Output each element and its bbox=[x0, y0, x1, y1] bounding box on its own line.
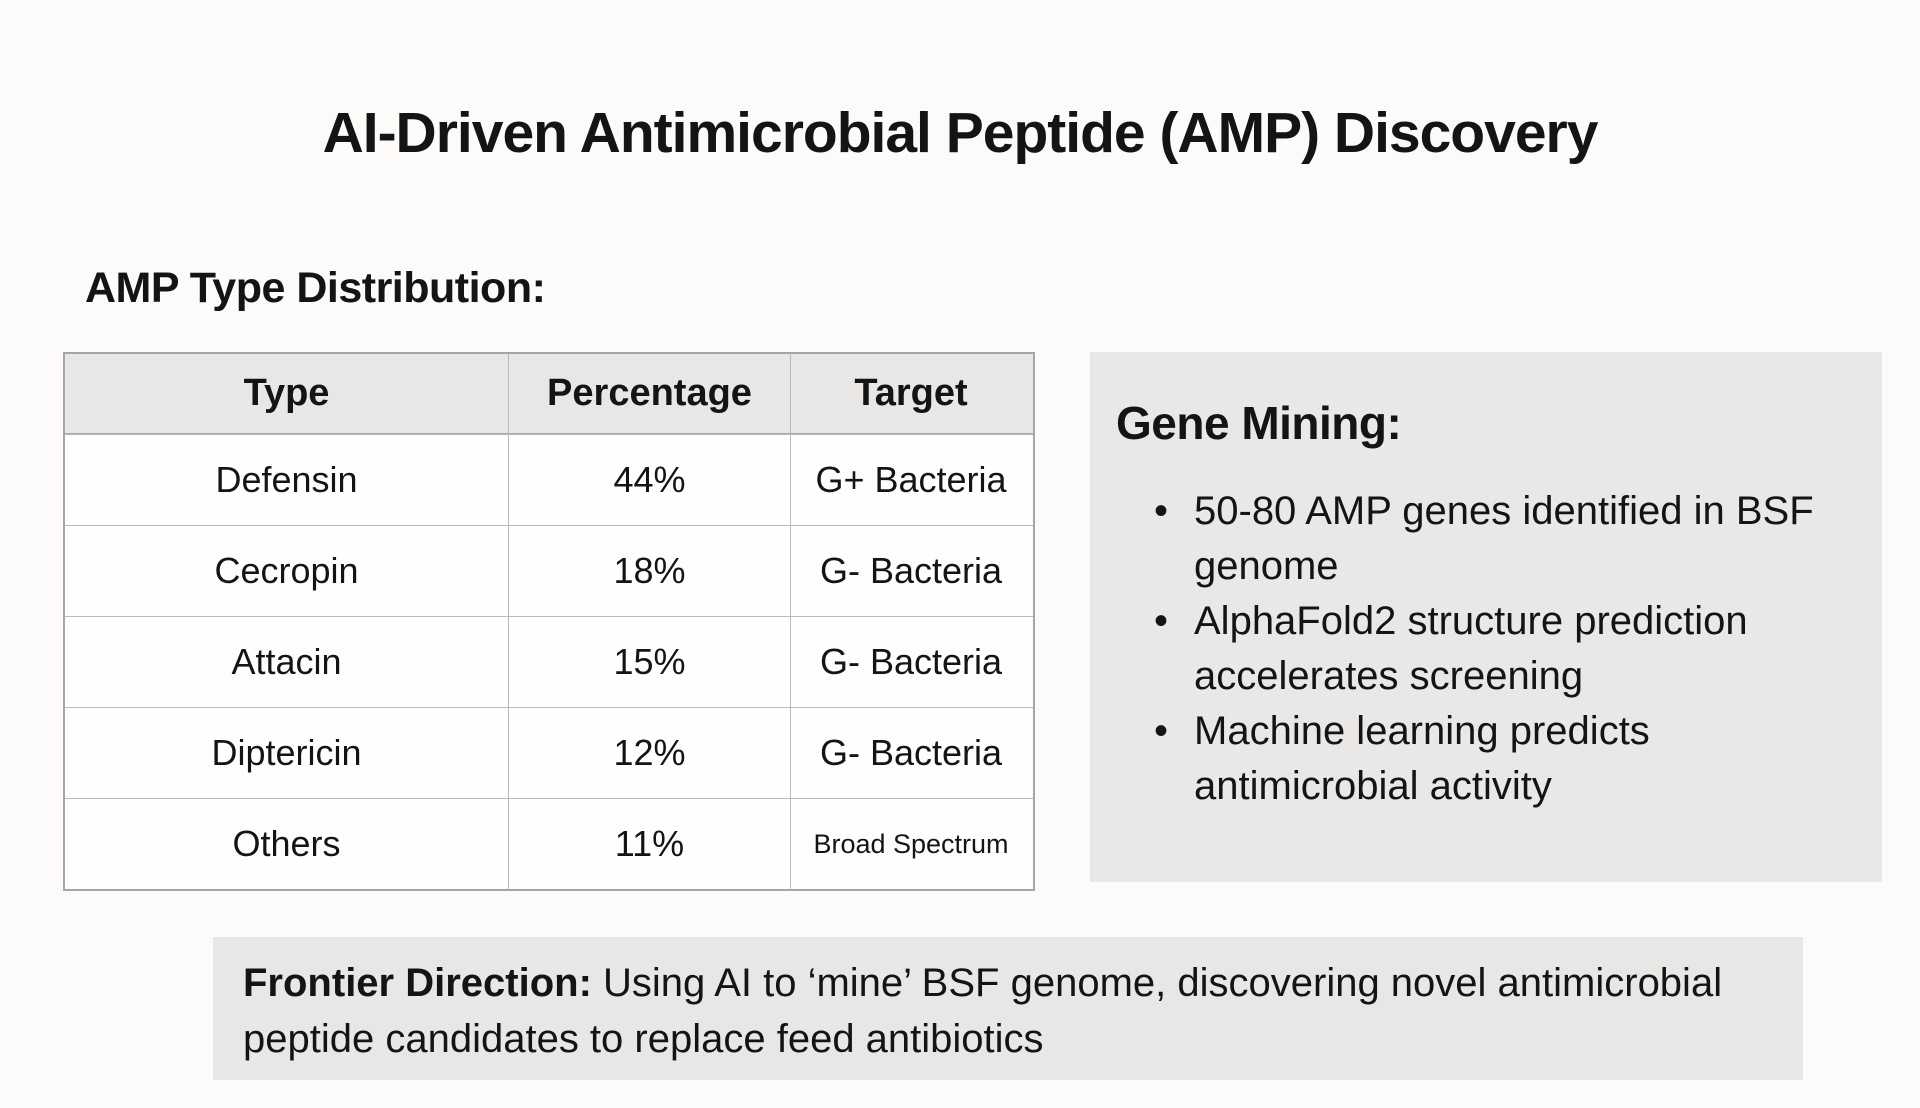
page-title: AI-Driven Antimicrobial Peptide (AMP) Di… bbox=[322, 101, 1599, 166]
frontier-direction-text: Using AI to ‘mine’ BSF genome, discoveri… bbox=[243, 961, 1723, 1061]
bullet-text: 50-80 AMP genes identified in BSF genome bbox=[1194, 489, 1814, 588]
cell-percentage: 15% bbox=[508, 617, 790, 707]
gene-mining-heading: Gene Mining: bbox=[1116, 397, 1402, 449]
bullet-icon bbox=[1154, 594, 1194, 649]
frontier-direction-label: Frontier Direction: bbox=[243, 961, 592, 1005]
list-item: Machine learning predicts antimicrobial … bbox=[1154, 704, 1856, 814]
section-heading-amp-type-distribution: AMP Type Distribution: bbox=[85, 263, 546, 312]
gene-mining-panel: Gene Mining: 50-80 AMP genes identified … bbox=[1090, 352, 1882, 882]
column-header-percentage: Percentage bbox=[508, 354, 790, 433]
cell-percentage: 18% bbox=[508, 526, 790, 616]
cell-target: G- Bacteria bbox=[790, 617, 1031, 707]
table-row: Defensin 44% G+ Bacteria bbox=[65, 434, 1033, 525]
column-header-target: Target bbox=[790, 354, 1031, 433]
cell-percentage: 12% bbox=[508, 708, 790, 798]
list-item: AlphaFold2 structure prediction accelera… bbox=[1154, 594, 1856, 704]
cell-target: Broad Spectrum bbox=[790, 799, 1031, 889]
cell-type: Attacin bbox=[231, 641, 342, 682]
cell-percentage: 11% bbox=[508, 799, 790, 889]
bullet-text: Machine learning predicts antimicrobial … bbox=[1194, 709, 1650, 808]
cell-target: G- Bacteria bbox=[790, 708, 1031, 798]
amp-type-table: Type Percentage Target Defensin 44% G+ B… bbox=[63, 352, 1035, 891]
cell-type: Cecropin bbox=[214, 550, 359, 591]
table-row: Cecropin 18% G- Bacteria bbox=[65, 525, 1033, 616]
bullet-text: AlphaFold2 structure prediction accelera… bbox=[1194, 599, 1748, 698]
cell-percentage: 44% bbox=[508, 435, 790, 525]
table-header-row: Type Percentage Target bbox=[65, 354, 1033, 434]
cell-target: G- Bacteria bbox=[790, 526, 1031, 616]
bullet-icon bbox=[1154, 484, 1194, 539]
cell-type: Others bbox=[232, 823, 341, 864]
list-item: 50-80 AMP genes identified in BSF genome bbox=[1154, 484, 1856, 594]
gene-mining-bullet-list: 50-80 AMP genes identified in BSF genome… bbox=[1154, 484, 1856, 814]
bullet-icon bbox=[1154, 704, 1194, 759]
cell-type: Defensin bbox=[215, 459, 358, 500]
table-row: Diptericin 12% G- Bacteria bbox=[65, 707, 1033, 798]
table-row: Attacin 15% G- Bacteria bbox=[65, 616, 1033, 707]
frontier-direction-banner: Frontier Direction: Using AI to ‘mine’ B… bbox=[213, 937, 1803, 1080]
cell-target: G+ Bacteria bbox=[790, 435, 1031, 525]
column-header-type: Type bbox=[243, 372, 330, 414]
cell-type: Diptericin bbox=[211, 732, 362, 773]
table-row: Others 11% Broad Spectrum bbox=[65, 798, 1033, 889]
